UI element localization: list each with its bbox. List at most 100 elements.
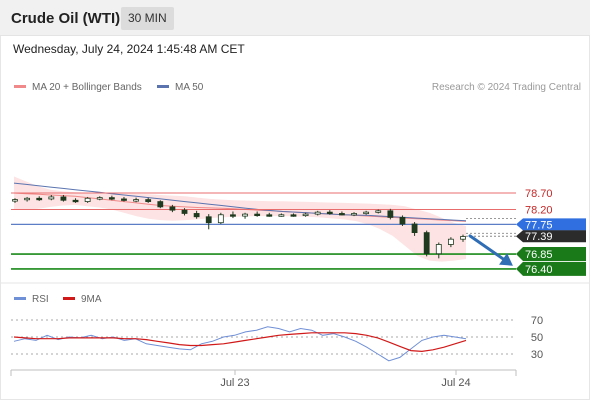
candle-body <box>302 213 309 217</box>
candle <box>278 213 285 217</box>
pivot-label: 77.75 <box>525 219 553 231</box>
legend: MA 20 + Bollinger Bands MA 50 Research ©… <box>14 82 581 93</box>
candle <box>205 214 212 230</box>
candle-body <box>12 199 18 202</box>
candle-body <box>193 213 200 218</box>
candle-body <box>423 232 430 255</box>
candle <box>242 212 248 219</box>
candle <box>460 234 466 242</box>
candle-body <box>339 213 345 216</box>
candle <box>121 196 127 202</box>
candle <box>266 212 273 217</box>
last-price-label: 77.39 <box>525 231 553 243</box>
candle <box>363 210 370 215</box>
candle <box>60 194 67 202</box>
candle-body <box>145 199 152 202</box>
candle-body <box>36 197 43 201</box>
candle-body <box>169 206 176 211</box>
candle-body <box>314 211 321 215</box>
rsi-legend: RSI 9MA <box>14 294 102 305</box>
legend-bollinger-swatch <box>14 85 26 88</box>
bollinger-band-fill <box>14 176 466 262</box>
x-tick-label-jul23: Jul 23 <box>220 377 249 389</box>
price-levels <box>11 192 516 270</box>
candle <box>290 213 297 217</box>
candle <box>411 222 418 236</box>
candle-body <box>266 214 273 217</box>
ma9-legend-label: 9MA <box>81 294 102 305</box>
candle-body <box>254 213 261 217</box>
last-price-label-box <box>516 230 586 243</box>
candle-body <box>230 214 236 217</box>
rsi-ma9-line <box>13 332 467 353</box>
candle <box>314 210 321 216</box>
candle <box>169 204 176 213</box>
candle <box>387 208 394 220</box>
candle-body <box>205 216 212 224</box>
rsi-tick-label-50: 50 <box>531 332 543 344</box>
candle-body <box>351 213 357 216</box>
candle <box>108 195 115 201</box>
candle-body <box>387 210 394 218</box>
candle-body <box>242 213 248 217</box>
candle <box>339 211 345 216</box>
candle <box>84 196 91 203</box>
candle-body <box>435 244 442 255</box>
candle <box>302 212 309 217</box>
candle-body <box>217 214 224 224</box>
candle-body <box>24 197 31 201</box>
candle-body <box>290 214 297 217</box>
instrument-title: Crude Oil (WTI) <box>11 10 121 27</box>
resistance-label-78-70: 78.70 <box>525 188 553 200</box>
candle <box>193 210 200 219</box>
candle <box>351 212 357 217</box>
candle <box>157 200 164 209</box>
x-tick-label-jul24: Jul 24 <box>441 377 470 389</box>
candle <box>423 230 430 257</box>
legend-ma50-swatch <box>157 85 169 88</box>
candle-body <box>157 201 164 208</box>
candle <box>326 210 333 215</box>
candle <box>48 194 55 201</box>
candle-body <box>133 199 139 202</box>
forecast-arrow-head <box>499 253 513 266</box>
candle <box>435 242 442 259</box>
candle-body <box>363 211 370 215</box>
support-label-box-76-40 <box>516 261 586 276</box>
rsi-legend-swatch <box>14 297 26 300</box>
timeframe-badge[interactable]: 30 MIN <box>121 7 174 30</box>
ma9-legend-swatch <box>63 297 75 300</box>
candle-body <box>278 214 285 217</box>
pivot-label-box <box>516 218 586 231</box>
candle <box>375 209 382 214</box>
candle-body <box>72 199 79 203</box>
candle-body <box>447 238 454 245</box>
candle <box>36 196 43 201</box>
legend-credit: Research © 2024 Trading Central <box>432 82 581 93</box>
bollinger-bands <box>13 176 467 262</box>
candle <box>447 237 454 248</box>
candle-body <box>48 196 55 200</box>
support-label-box-76-85 <box>516 247 586 262</box>
candle <box>217 212 224 225</box>
candle-body <box>121 198 127 201</box>
rsi-tick-label-30: 30 <box>531 349 543 361</box>
candlesticks <box>12 194 466 259</box>
candle-body <box>399 217 406 225</box>
chart-timestamp: Wednesday, July 24, 2024 1:45:48 AM CET <box>13 42 245 56</box>
chart-header: Crude Oil (WTI) 30 MIN <box>0 0 590 36</box>
candle <box>96 196 103 201</box>
rsi-panel: 70 50 30 <box>11 315 543 362</box>
rsi-tick-label-70: 70 <box>531 315 543 327</box>
resistance-label-78-20: 78.20 <box>525 205 553 217</box>
rsi-line <box>13 326 467 362</box>
candle <box>24 196 31 202</box>
candle-body <box>375 210 382 213</box>
candle-body <box>108 197 115 200</box>
candle-body <box>60 196 67 201</box>
candle <box>399 215 406 226</box>
candle <box>72 198 79 203</box>
candle <box>12 198 18 203</box>
